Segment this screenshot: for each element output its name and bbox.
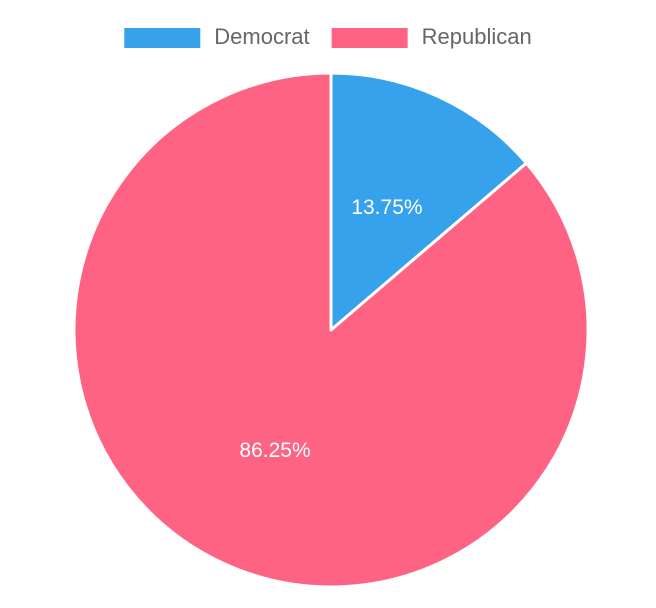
legend-item-republican[interactable]: Republican xyxy=(331,24,532,49)
pie-slices xyxy=(72,71,590,589)
pie-slice-democrat[interactable] xyxy=(329,71,528,332)
slice-labels: 13.75% 86.25% xyxy=(239,196,422,462)
slice-label-republican: 86.25% xyxy=(239,439,310,462)
pie-slice-republican[interactable] xyxy=(72,71,590,589)
legend-swatch-republican xyxy=(331,28,408,48)
legend-swatch-democrat xyxy=(124,28,201,48)
legend-label-democrat: Democrat xyxy=(214,24,309,49)
legend-item-democrat[interactable]: Democrat xyxy=(124,24,310,49)
chart-legend: Democrat Republican xyxy=(124,24,532,49)
slice-label-democrat: 13.75% xyxy=(351,196,422,219)
legend-label-republican: Republican xyxy=(422,24,532,49)
